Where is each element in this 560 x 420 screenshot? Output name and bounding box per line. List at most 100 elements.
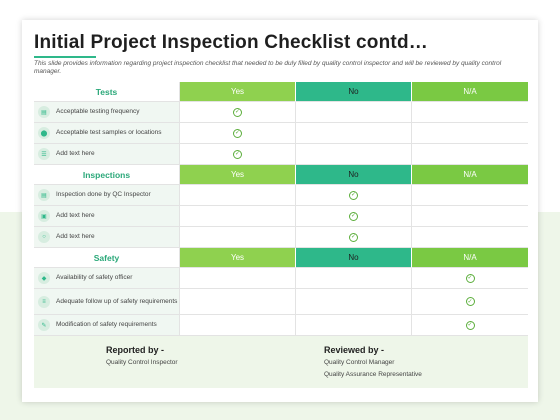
checklist-item-label: Adequate follow up of safety requirement… [56,297,178,305]
checklist-item: ▤ Inspection done by QC Inspector [34,185,180,206]
checklist-row: ◆ Availability of safety officer ✓ [34,268,528,289]
option-cell [296,289,412,315]
reported-by-block: Reported by - Quality Control Inspector [106,345,178,371]
checklist-item: ✎ Modification of safety requirements [34,315,180,336]
option-cell [180,268,296,289]
location-pin-icon: ⬤ [38,127,50,139]
check-circle-icon: ✓ [349,190,358,200]
clipboard-icon: ▣ [38,210,50,222]
option-header: Yes [180,165,296,185]
option-cell: ✓ [412,289,528,315]
section-title: Safety [34,248,180,268]
option-cell: ✓ [180,102,296,123]
option-cell: ✓ [180,144,296,165]
option-cell: ✓ [412,315,528,336]
checklist-item-label: Acceptable test samples or locations [56,129,162,136]
checklist-item: ○ Add text here [34,227,180,248]
section-header-row: Tests Yes No N/A [34,82,528,102]
title-underline [34,56,96,58]
checklist-icon: ≡ [38,295,50,308]
checklist-row: ▣ Add text here ✓ [34,206,528,227]
reviewed-by-block: Reviewed by - Quality Control Manager Qu… [324,345,422,383]
list-icon: ☰ [38,148,50,160]
checklist-row: ≡ Adequate follow up of safety requiremen… [34,289,528,315]
checklist-row: ○ Add text here ✓ [34,227,528,248]
option-cell [180,315,296,336]
option-cell: ✓ [296,185,412,206]
reviewed-by-name: Quality Assurance Representative [324,371,422,378]
checklist-item-label: Availability of safety officer [56,274,133,281]
checklist-row: ▤ Acceptable testing frequency ✓ [34,102,528,123]
check-circle-icon: ✓ [233,107,242,117]
checklist-row: ☰ Add text here ✓ [34,144,528,165]
option-cell [180,206,296,227]
checklist-row: ⬤ Acceptable test samples or locations ✓ [34,123,528,144]
slide: Initial Project Inspection Checklist con… [22,20,538,402]
option-cell [296,102,412,123]
option-cell: ✓ [296,227,412,248]
option-cell [296,144,412,165]
option-cell: ✓ [412,268,528,289]
reported-by-name: Quality Control Inspector [106,359,178,366]
page-title: Initial Project Inspection Checklist con… [34,32,428,53]
checklist-item-label: Add text here [56,150,95,157]
checklist-item: ☰ Add text here [34,144,180,165]
search-icon: ○ [38,231,50,243]
section-header-row: Safety Yes No N/A [34,248,528,268]
checklist-item-label: Modification of safety requirements [56,321,157,328]
checklist-table: Tests Yes No N/A ▤ Acceptable testing frequen… [34,82,528,336]
checklist-item-label: Inspection done by QC Inspector [56,191,151,198]
section-header-row: Inspections Yes No N/A [34,165,528,185]
option-cell: ✓ [296,206,412,227]
shield-icon: ◆ [38,272,50,284]
option-cell [296,268,412,289]
option-cell [180,185,296,206]
checklist-item: ▤ Acceptable testing frequency [34,102,180,123]
reviewed-by-heading: Reviewed by - [324,345,385,355]
option-cell [412,185,528,206]
check-circle-icon: ✓ [465,297,475,306]
option-header: N/A [412,248,528,268]
checklist-row: ▤ Inspection done by QC Inspector ✓ [34,185,528,206]
option-cell [180,227,296,248]
document-icon: ▤ [38,189,50,201]
section-title: Tests [34,82,180,102]
option-cell [412,227,528,248]
option-header: No [296,248,412,268]
check-circle-icon: ✓ [349,211,358,221]
checklist-item-label: Acceptable testing frequency [56,108,140,115]
reviewed-by-name: Quality Control Manager [324,359,395,366]
checklist-row: ✎ Modification of safety requirements ✓ [34,315,528,336]
checklist-item-label: Add text here [56,233,95,240]
checklist-item: ≡ Adequate follow up of safety requiremen… [34,289,180,315]
option-header: Yes [180,248,296,268]
check-circle-icon: ✓ [349,232,358,242]
check-circle-icon: ✓ [465,320,475,330]
checklist-item: ⬤ Acceptable test samples or locations [34,123,180,144]
option-cell [412,206,528,227]
check-circle-icon: ✓ [233,149,242,159]
check-circle-icon: ✓ [465,273,475,283]
page-subtitle: This slide provides information regardin… [34,60,502,75]
checklist-item: ▣ Add text here [34,206,180,227]
option-header: Yes [180,82,296,102]
option-header: No [296,82,412,102]
option-header: N/A [412,165,528,185]
option-cell [412,102,528,123]
option-cell [412,144,528,165]
option-cell: ✓ [180,123,296,144]
checklist-item: ◆ Availability of safety officer [34,268,180,289]
option-cell [296,315,412,336]
edit-icon: ✎ [38,319,50,331]
signoff-panel: Reported by - Quality Control Inspector … [34,336,528,388]
option-cell [296,123,412,144]
option-cell [180,289,296,315]
reported-by-heading: Reported by - [106,345,165,355]
option-header: N/A [412,82,528,102]
option-header: No [296,165,412,185]
document-icon: ▤ [38,106,50,118]
section-title: Inspections [34,165,180,185]
check-circle-icon: ✓ [233,128,242,138]
checklist-item-label: Add text here [56,212,95,219]
option-cell [412,123,528,144]
